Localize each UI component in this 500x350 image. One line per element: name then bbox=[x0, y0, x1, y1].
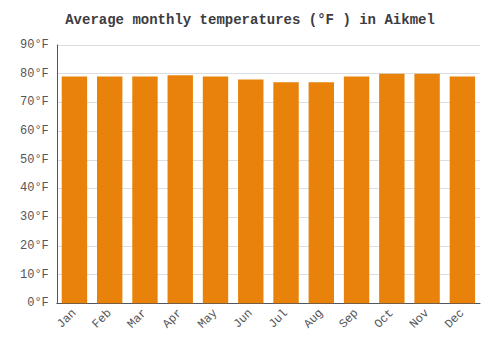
svg-text:0°F: 0°F bbox=[27, 296, 49, 310]
svg-text:60°F: 60°F bbox=[20, 124, 49, 138]
svg-text:Jul: Jul bbox=[266, 306, 291, 331]
svg-text:May: May bbox=[195, 306, 220, 331]
svg-text:Aug: Aug bbox=[301, 306, 326, 331]
svg-text:Nov: Nov bbox=[407, 306, 432, 331]
svg-text:Average monthly temperatures (: Average monthly temperatures (°F ) in Ai… bbox=[65, 12, 435, 28]
svg-text:Jan: Jan bbox=[54, 306, 79, 331]
svg-text:Jun: Jun bbox=[231, 306, 256, 331]
svg-text:50°F: 50°F bbox=[20, 153, 49, 167]
svg-text:Dec: Dec bbox=[442, 306, 467, 331]
svg-text:20°F: 20°F bbox=[20, 239, 49, 253]
svg-text:Oct: Oct bbox=[372, 306, 397, 331]
svg-text:80°F: 80°F bbox=[20, 67, 49, 81]
svg-text:90°F: 90°F bbox=[20, 38, 49, 52]
svg-text:40°F: 40°F bbox=[20, 181, 49, 195]
svg-text:Apr: Apr bbox=[160, 306, 185, 331]
svg-text:Mar: Mar bbox=[125, 306, 150, 331]
svg-text:Sep: Sep bbox=[336, 306, 361, 331]
svg-text:70°F: 70°F bbox=[20, 95, 49, 109]
svg-text:10°F: 10°F bbox=[20, 268, 49, 282]
svg-text:Feb: Feb bbox=[89, 306, 114, 331]
svg-text:30°F: 30°F bbox=[20, 210, 49, 224]
